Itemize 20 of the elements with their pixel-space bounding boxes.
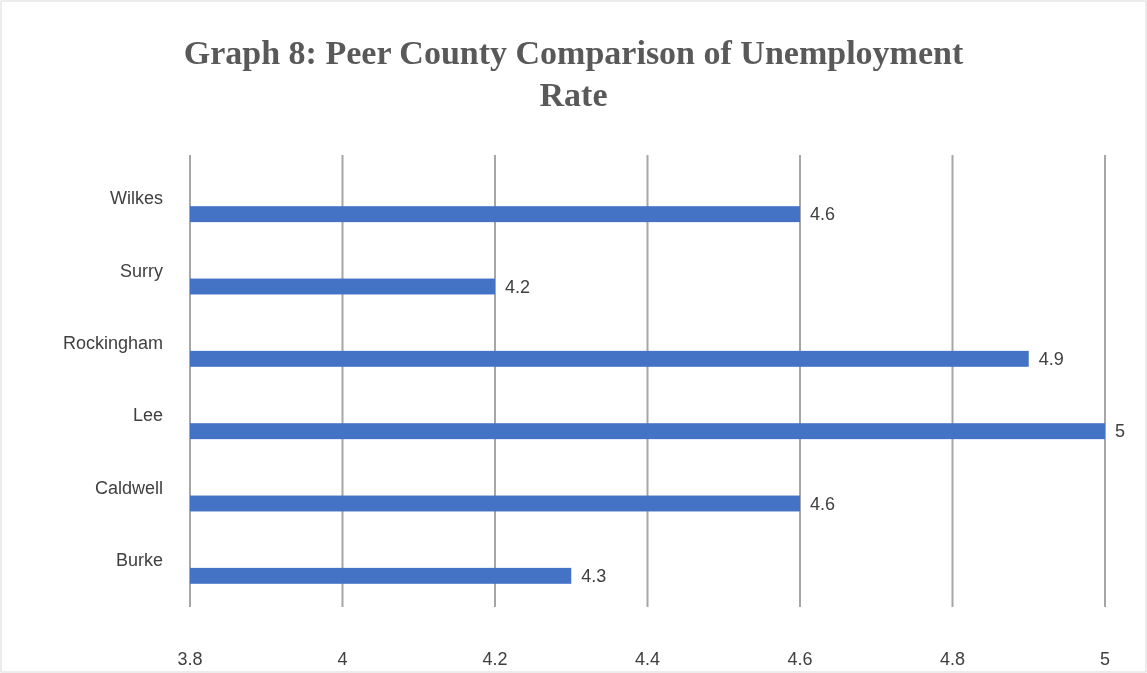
y-tick-label: Lee — [132, 405, 163, 426]
data-label: 4.6 — [810, 204, 836, 225]
chart-title: Graph 8: Peer County Comparison of Unemployment Rate — [183, 34, 964, 113]
y-tick-label: Surry — [119, 260, 163, 281]
data-label: 4.9 — [1038, 348, 1064, 369]
x-tick-label: 4.8 — [939, 649, 966, 669]
y-tick-label: Rockingham — [62, 332, 163, 353]
data-label: 4.2 — [505, 276, 531, 297]
data-label: 4.6 — [810, 493, 836, 514]
y-tick-label: Burke — [115, 549, 163, 570]
x-tick-label: 4.4 — [634, 649, 661, 669]
y-tick-label: Caldwell — [94, 477, 163, 498]
x-tick-label: 4.6 — [787, 649, 813, 669]
y-tick-label: Wilkes — [110, 188, 163, 209]
x-tick-label: 3.8 — [177, 649, 203, 669]
data-label: 4.3 — [581, 565, 607, 586]
x-tick-label: 5 — [1099, 649, 1111, 669]
data-label: 5 — [1115, 421, 1126, 442]
x-tick-label: 4.2 — [482, 649, 508, 669]
x-tick-label: 4 — [337, 649, 348, 669]
